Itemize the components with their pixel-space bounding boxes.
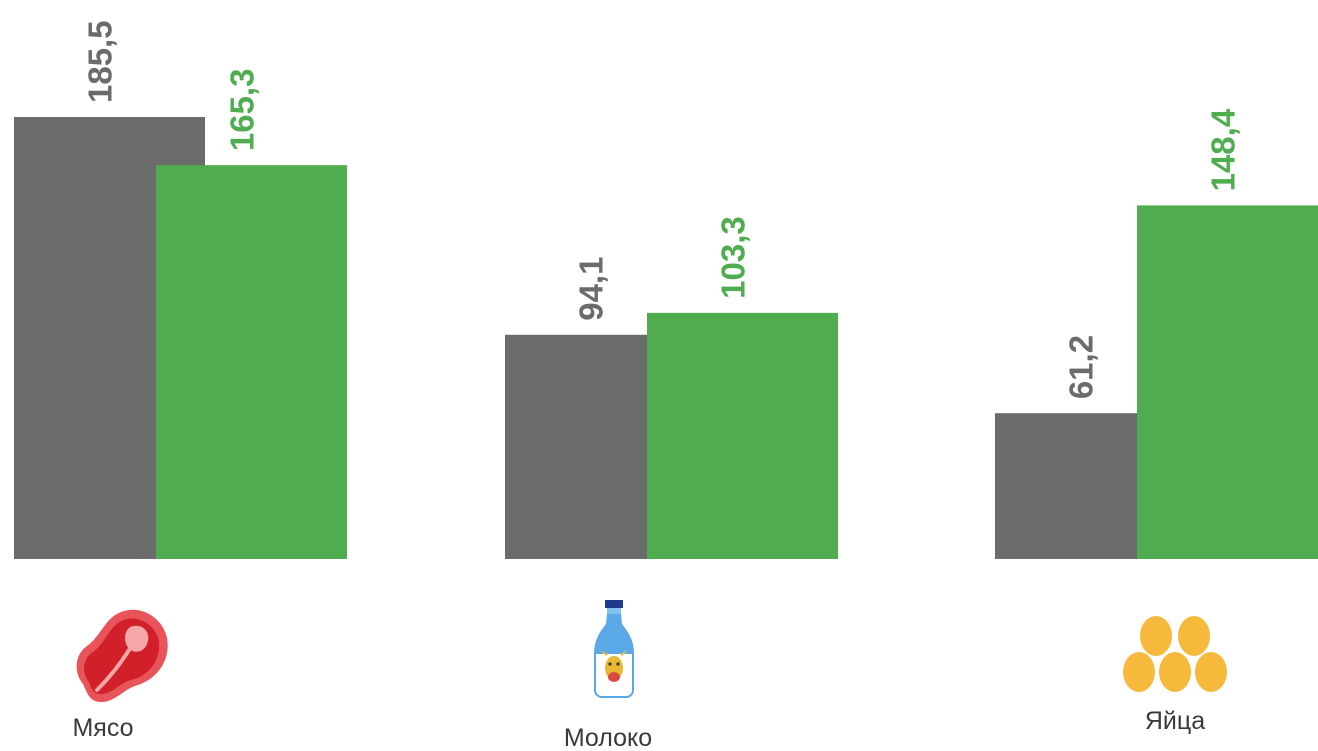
category-label-milk: Молоко [564,724,652,751]
bar-series2-meat [156,165,347,559]
value-labels-layer: 185,5 94,1 61,2 165,3 103,3 148,4 [82,20,1242,399]
bar-series2-eggs [1137,205,1318,559]
category-label-meat: Мясо [72,714,133,742]
milk-bottle-icon [594,600,634,698]
value-label-series1-milk: 94,1 [573,257,610,321]
bars-layer [14,117,1318,559]
category-label-eggs: Яйца [1145,707,1205,735]
value-label-series2-meat: 165,3 [224,69,261,152]
value-label-series1-eggs: 61,2 [1063,335,1100,399]
value-label-series2-milk: 103,3 [715,216,752,299]
bar-series2-milk [647,312,838,559]
eggs-icon [1123,616,1227,692]
steak-icon [76,609,168,702]
value-label-series1-meat: 185,5 [82,20,119,103]
value-label-series2-eggs: 148,4 [1205,108,1242,191]
